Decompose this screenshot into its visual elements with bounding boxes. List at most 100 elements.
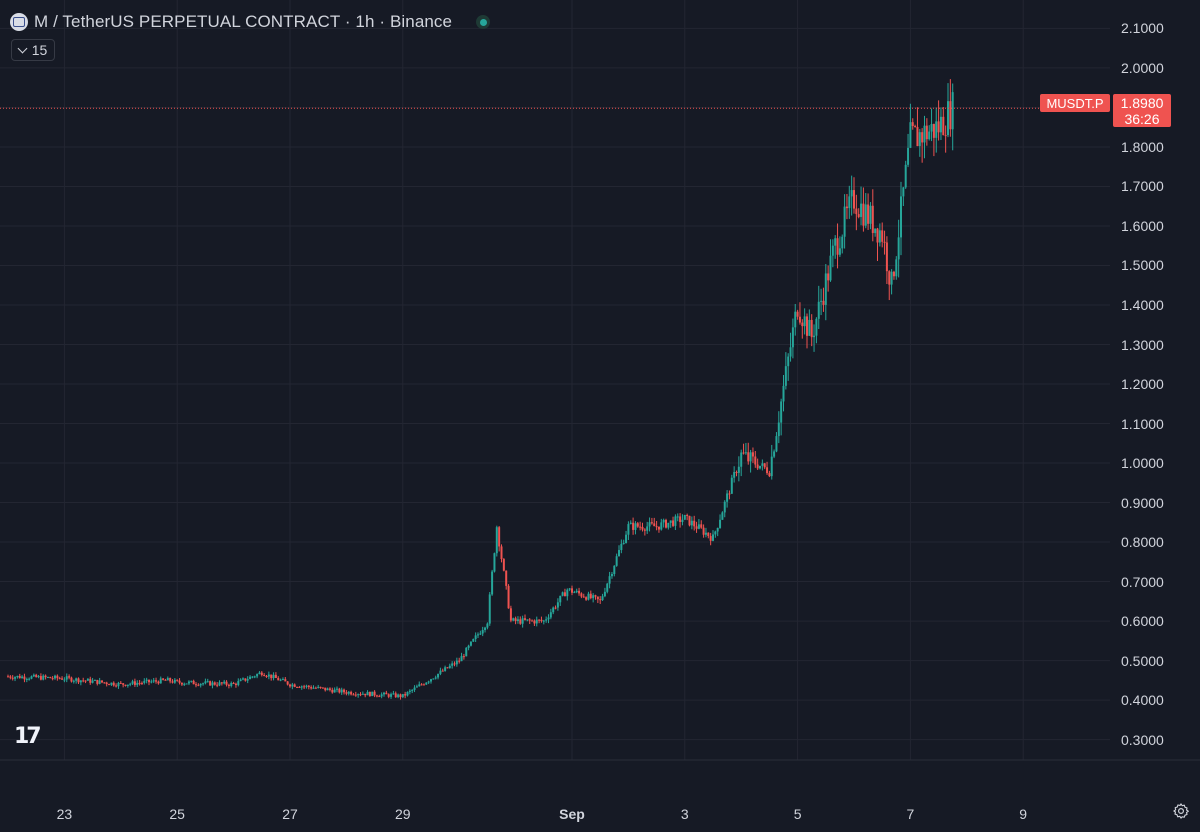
candle-body (42, 675, 45, 680)
legend-title[interactable]: M / TetherUS PERPETUAL CONTRACT · 1h · B… (34, 12, 453, 31)
candle-body (855, 208, 858, 215)
candle-body (453, 663, 456, 665)
candle-body (472, 639, 475, 642)
candle-body (777, 422, 780, 437)
candle-body (93, 679, 96, 681)
candle-body (98, 680, 101, 684)
candle-body (559, 595, 562, 603)
candle-body (84, 680, 87, 682)
candle-body (437, 673, 440, 678)
price-axis-label: 0.8000 (1121, 534, 1164, 551)
candle-body (300, 686, 303, 688)
candle-body (296, 686, 299, 688)
candle-body (258, 672, 261, 675)
candle-body (728, 493, 731, 495)
candle-body (380, 694, 383, 697)
candle-body (324, 687, 327, 691)
gear-icon[interactable] (1172, 802, 1190, 820)
candle-body (798, 316, 801, 323)
candle-body (895, 259, 898, 277)
candle-body (14, 677, 17, 679)
candle-body (761, 463, 764, 466)
candle-body (336, 688, 338, 690)
candle-body (507, 585, 510, 609)
candle-body (183, 683, 186, 685)
candle-body (145, 679, 148, 681)
candle-body (575, 590, 578, 593)
candle-body (279, 679, 282, 681)
candle-body (836, 238, 839, 255)
indicators-count: 15 (31, 42, 48, 58)
candle-body (904, 164, 907, 188)
candle-body (256, 674, 259, 677)
candle-body (512, 618, 515, 621)
candle-body (538, 619, 541, 621)
candle-body (446, 667, 449, 669)
candle-body (352, 694, 355, 696)
candle-body (390, 694, 393, 697)
time-axis-label: 5 (793, 806, 802, 822)
candle-body (484, 627, 487, 631)
candle-body (853, 190, 855, 209)
candle-body (56, 675, 59, 679)
candle-body (312, 687, 315, 689)
candle-body (61, 678, 64, 680)
candle-body (408, 690, 411, 692)
candle-body (810, 319, 813, 338)
candle-body (493, 553, 496, 572)
price-axis-label: 0.7000 (1121, 573, 1164, 590)
candle-body (669, 520, 672, 523)
candle-body (385, 692, 388, 695)
candle-body (857, 214, 860, 217)
candle-body (9, 676, 12, 678)
candle-body (37, 676, 40, 678)
candle-body (594, 595, 597, 597)
tradingview-logo[interactable]: 17 (14, 724, 42, 749)
candle-body (589, 593, 592, 599)
candle-body (500, 546, 503, 560)
candle-body (430, 679, 432, 682)
candle-body (876, 228, 879, 243)
candle-body (192, 680, 195, 685)
candle-body (319, 686, 322, 688)
candle-body (535, 619, 538, 624)
candle-body (148, 679, 150, 683)
candle-body (474, 635, 477, 640)
candle-body (573, 592, 576, 594)
candle-body (834, 238, 837, 246)
candle-body (32, 674, 35, 677)
candle-body (310, 687, 313, 689)
candle-body (860, 203, 863, 217)
candle-body (881, 230, 884, 242)
market-status-icon[interactable] (476, 15, 491, 29)
candle-body (907, 147, 910, 165)
candle-body (942, 116, 945, 136)
candle-body (542, 620, 545, 622)
candle-body (601, 596, 604, 601)
candle-body (780, 401, 783, 423)
candle-body (422, 684, 425, 686)
time-axis-label: 29 (395, 806, 411, 822)
symbol-legend[interactable]: M / TetherUS PERPETUAL CONTRACT · 1h · B… (10, 10, 491, 34)
candle-body (516, 619, 519, 622)
candle-body (660, 522, 663, 530)
candle-body (202, 683, 205, 685)
candle-body (211, 682, 214, 686)
candle-body (401, 694, 404, 698)
candle-body (524, 618, 526, 620)
indicators-collapse-button[interactable]: 15 (11, 39, 55, 61)
candle-body (359, 694, 362, 696)
candle-body (831, 245, 834, 256)
candle-body (171, 681, 174, 683)
candle-body (35, 674, 38, 678)
candle-body (286, 681, 289, 685)
candle-body (733, 472, 736, 478)
candle-body (519, 619, 522, 624)
candle-body (864, 204, 867, 226)
candle-body (721, 512, 724, 520)
candle-body (674, 516, 677, 526)
candle-body (28, 678, 31, 680)
candle-body (305, 685, 308, 687)
